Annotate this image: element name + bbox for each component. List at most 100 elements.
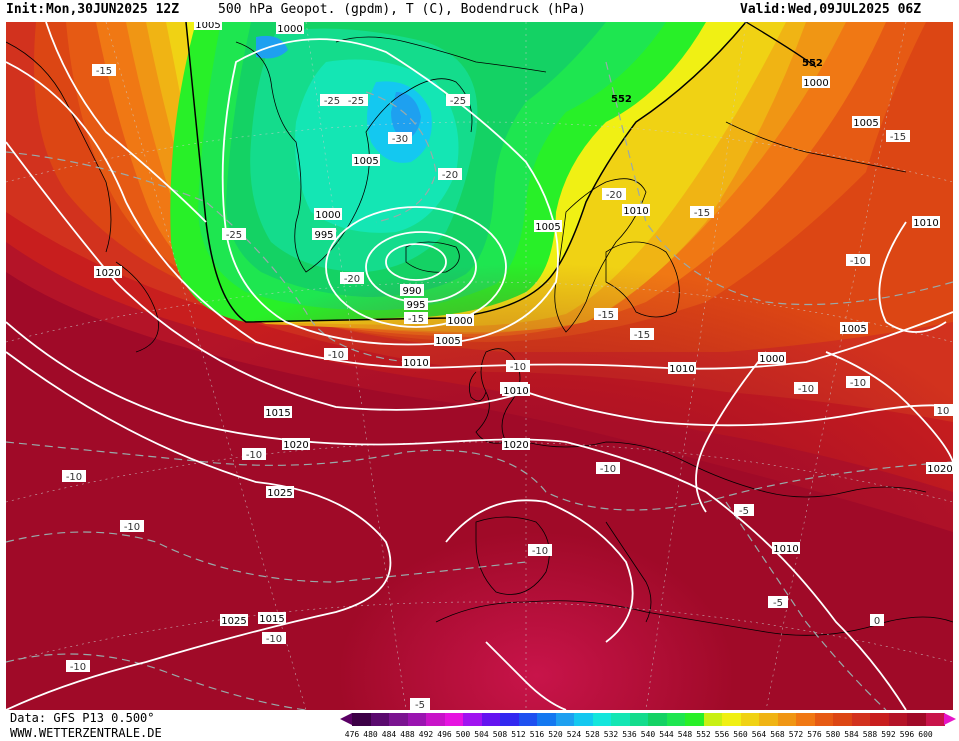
legend-tick-label: 556: [714, 730, 730, 739]
svg-text:1000: 1000: [315, 210, 340, 221]
iceland: [405, 241, 460, 273]
pressure-label: 1020: [282, 438, 310, 451]
legend-swatch: [814, 713, 834, 726]
pressure-label: 1010: [622, 204, 650, 217]
color-legend: 476 480 484 488 492 496 500 504 508 512 516 520 524 5…: [340, 713, 956, 741]
pressure-label: 1010: [772, 542, 800, 555]
legend-tick-label: 552: [696, 730, 711, 739]
pressure-label: 1005: [534, 220, 562, 233]
svg-text:-5: -5: [415, 700, 425, 710]
legend-tick-label: 496: [437, 730, 452, 739]
pressure-label: 1020: [94, 266, 122, 279]
svg-text:-15: -15: [408, 314, 424, 325]
svg-text:-10: -10: [328, 350, 344, 361]
pressure-label: 995: [404, 298, 428, 311]
legend-tick-label: 532: [603, 730, 619, 739]
pressure-label: 1025: [220, 614, 248, 627]
svg-text:1000: 1000: [759, 354, 784, 365]
website: WWW.WETTERZENTRALE.DE: [10, 726, 162, 740]
svg-text:995: 995: [406, 300, 425, 311]
temperature-labels: -15 -25 -25 -25 -30 -20 -20 -15 -25 -10 …: [62, 64, 953, 710]
svg-text:-25: -25: [324, 96, 340, 107]
legend-tick-label: 592: [881, 730, 896, 739]
legend-tick-label: 580: [825, 730, 841, 739]
init-time: Mon,30JUN2025 12Z: [46, 2, 180, 17]
temp-label: -15: [630, 328, 654, 341]
svg-text:1000: 1000: [447, 316, 472, 327]
pressure-labels: 1005 1000 1005 1000 995 990 995 1000 100…: [94, 22, 953, 627]
svg-text:1005: 1005: [353, 156, 378, 167]
temp-label: -15: [690, 206, 714, 219]
pressure-label: 1020: [502, 438, 530, 451]
svg-text:-10: -10: [532, 546, 548, 557]
europe-south-coast: [525, 441, 927, 498]
svg-text:1005: 1005: [853, 118, 878, 129]
legend-tick-label: 548: [677, 730, 693, 739]
temp-label: -5: [410, 698, 430, 710]
greenland-coast: [235, 41, 473, 273]
svg-text:1020: 1020: [503, 440, 528, 451]
temp-label: -10: [262, 632, 286, 645]
legend-tick-label: 596: [899, 730, 915, 739]
svg-text:1015: 1015: [265, 408, 290, 419]
north-africa-coast: [435, 600, 953, 636]
temp-label: -10: [846, 254, 870, 267]
temp-label: -5: [768, 596, 788, 609]
legend-swatch: [722, 713, 741, 726]
temp-label: -20: [438, 168, 462, 181]
temp-label: -15: [594, 308, 618, 321]
legend-swatch: [537, 713, 556, 726]
legend-swatch: [888, 713, 908, 726]
valid-time: Wed,09JUL2025 06Z: [788, 2, 922, 17]
legend-tick-label: 560: [733, 730, 748, 739]
legend-swatch: [759, 713, 778, 726]
svg-text:990: 990: [402, 286, 421, 297]
geopot-label: 552: [802, 58, 823, 69]
temp-label: -20: [340, 272, 364, 285]
legend-swatch: [481, 713, 501, 726]
legend-tick-label: 504: [474, 730, 489, 739]
pressure-label: 1005: [840, 322, 868, 335]
legend-swatch: [907, 713, 926, 726]
legend-tick-label: 488: [400, 730, 415, 739]
legend-swatch: [740, 713, 760, 726]
temp-label: -10: [242, 448, 266, 461]
weather-map: 1005 1000 1005 1000 995 990 995 1000 100…: [6, 22, 953, 710]
pressure-label: 1000: [802, 76, 830, 89]
svg-text:-20: -20: [344, 274, 360, 285]
legend-swatch: [777, 713, 797, 726]
legend-tick-label: 588: [862, 730, 878, 739]
svg-text:-15: -15: [96, 66, 112, 77]
pressure-label: 1010: [912, 216, 940, 229]
temp-label: -10: [120, 520, 144, 533]
legend-tick-label: 576: [807, 730, 822, 739]
temp-label: -10: [846, 376, 870, 389]
temp-label: -10: [66, 660, 90, 673]
svg-text:1000: 1000: [803, 78, 828, 89]
italy: [605, 521, 652, 623]
svg-text:1005: 1005: [841, 324, 866, 335]
temp-label: 0: [870, 614, 884, 627]
legend-swatch: [629, 713, 649, 726]
svg-text:-10: -10: [850, 256, 866, 267]
svg-text:1010: 1010: [503, 386, 528, 397]
map-title: 500 hPa Geopot. (gpdm), T (C), Bodendruc…: [218, 2, 586, 17]
pressure-label: 1015: [264, 406, 292, 419]
temp-label: -10: [62, 470, 86, 483]
legend-swatch: [444, 713, 464, 726]
svg-text:1005: 1005: [435, 336, 460, 347]
legend-arrow-high: [944, 713, 956, 725]
legend-swatch: [870, 713, 889, 726]
temp-label: -15: [92, 64, 116, 77]
pressure-label: 1000: [758, 352, 786, 365]
legend-tick-label: 500: [455, 730, 471, 739]
svg-text:-10: -10: [246, 450, 262, 461]
ireland: [468, 371, 487, 402]
data-source: Data: GFS P13 0.500°: [10, 711, 155, 725]
legend-swatch: [592, 713, 612, 726]
legend-swatch: [833, 713, 852, 726]
legend-tick-label: 520: [548, 730, 563, 739]
svg-text:-25: -25: [226, 230, 242, 241]
legend-tick-label: 476: [344, 730, 360, 739]
valid-label: Valid:: [740, 2, 787, 17]
